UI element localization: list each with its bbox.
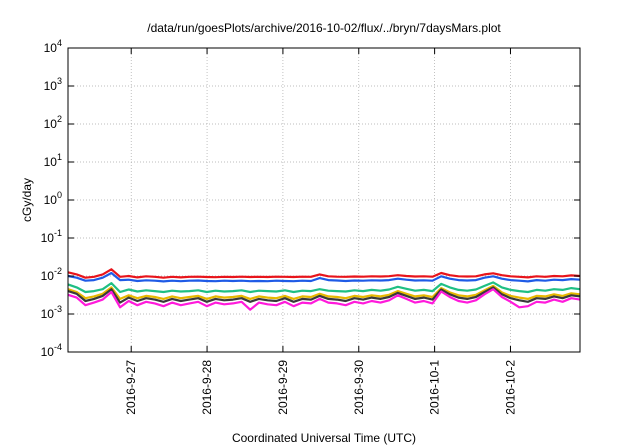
x-tick-label: 2016-10-1 xyxy=(428,360,442,415)
grid xyxy=(68,48,580,352)
series-line xyxy=(67,268,581,279)
y-tick-label: 10-4 xyxy=(41,342,62,359)
x-tick-label: 2016-10-2 xyxy=(503,360,517,415)
x-tick-label: 2016-9-27 xyxy=(124,360,138,415)
y-tick-label: 10-1 xyxy=(41,228,62,245)
x-tick-label: 2016-9-29 xyxy=(276,360,290,415)
y-axis: 10-4 10-3 10-2 10-1 100 101 102 103 104 xyxy=(41,38,580,359)
y-axis-label: cGy/day xyxy=(20,178,34,222)
y-tick-label: 102 xyxy=(44,114,62,131)
y-tick-label: 10-2 xyxy=(41,266,62,283)
y-tick-label: 10-3 xyxy=(41,304,62,321)
y-tick-label: 101 xyxy=(44,152,62,169)
y-tick-label: 103 xyxy=(44,76,62,93)
x-axis-label: Coordinated Universal Time (UTC) xyxy=(232,431,416,445)
x-tick-label: 2016-9-30 xyxy=(352,360,366,415)
series-line xyxy=(67,286,581,304)
y-tick-label: 100 xyxy=(44,190,62,207)
series-line xyxy=(67,271,581,283)
chart-title: /data/run/goesPlots/archive/2016-10-02/f… xyxy=(147,21,501,35)
series-line xyxy=(67,281,581,294)
series-line xyxy=(67,284,581,300)
y-tick-label: 104 xyxy=(44,38,62,55)
x-tick-label: 2016-9-28 xyxy=(200,360,214,415)
series-line xyxy=(67,288,581,311)
series-layer xyxy=(67,268,581,311)
x-axis: 2016-9-27 2016-9-28 2016-9-29 2016-9-30 2016… xyxy=(124,48,517,415)
